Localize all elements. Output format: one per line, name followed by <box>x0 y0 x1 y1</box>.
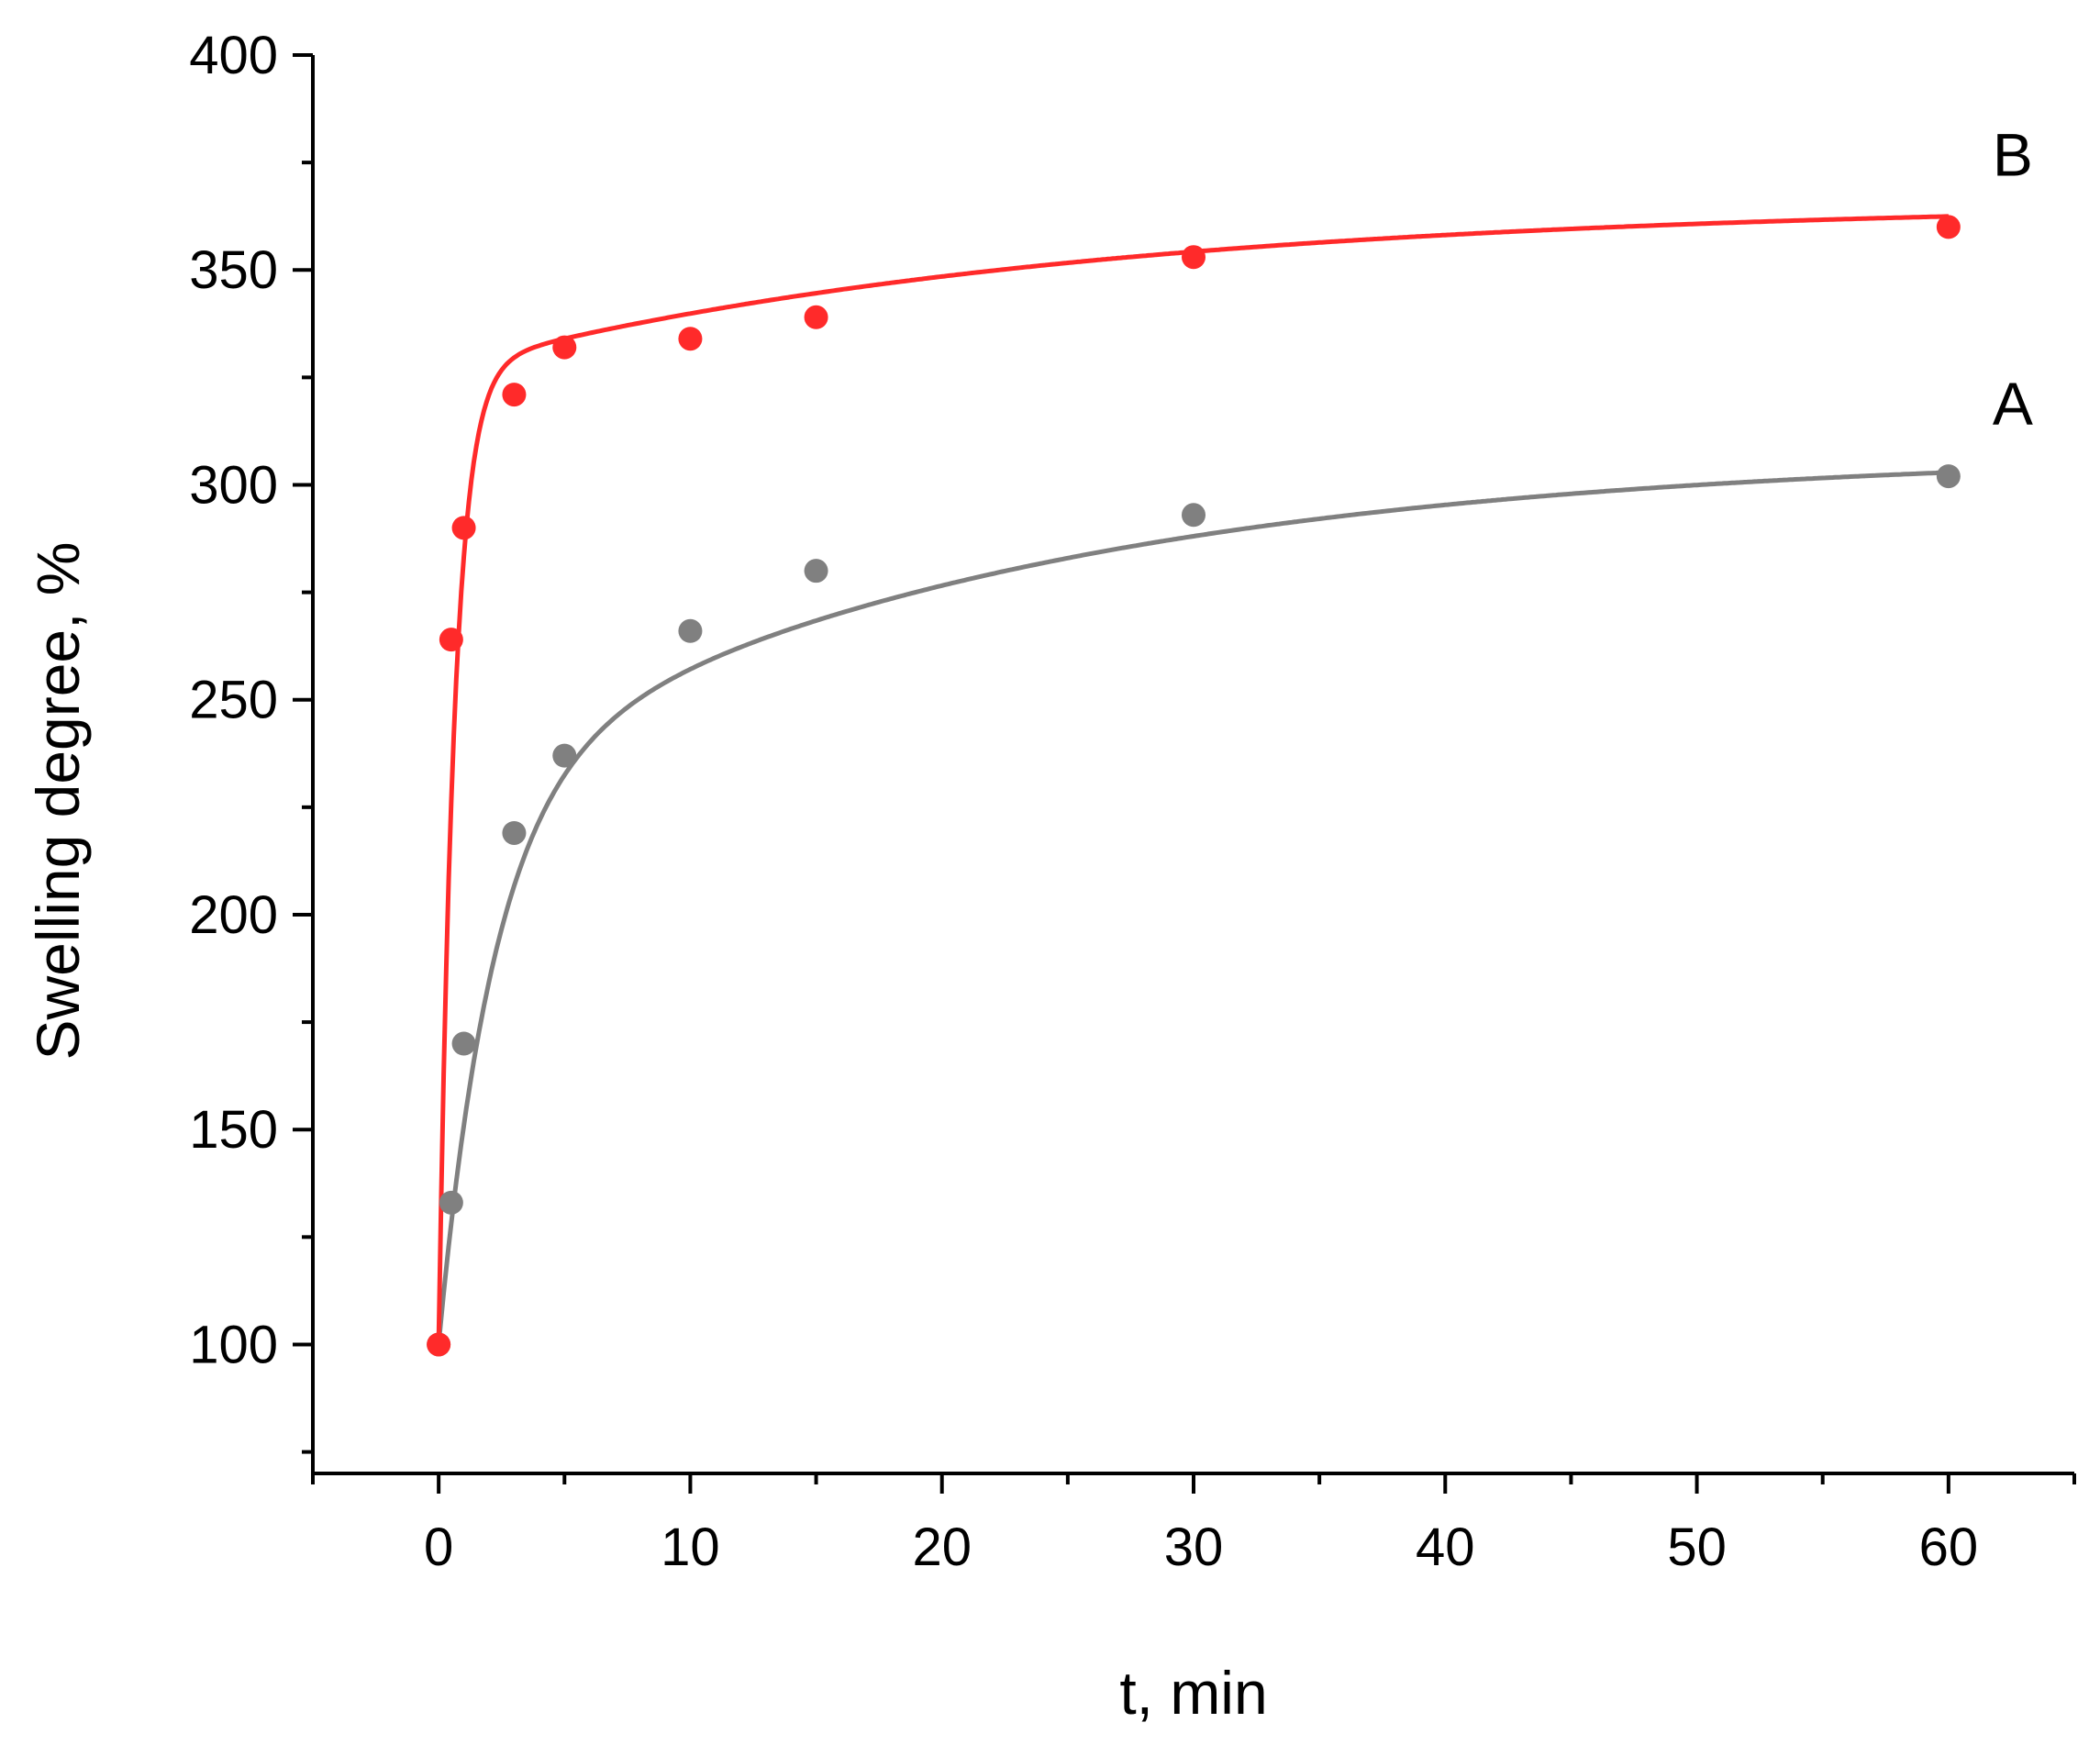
data-point-B <box>1182 245 1206 270</box>
data-points <box>427 215 1961 1357</box>
data-point-A <box>439 1190 463 1215</box>
data-point-B <box>427 1332 451 1357</box>
data-point-B <box>1936 215 1961 239</box>
y-tick-label: 200 <box>189 885 278 945</box>
data-point-A <box>804 559 828 584</box>
data-point-B <box>439 628 463 652</box>
axes: 100 150 200 250 300 350 400 0 10 20 30 40 50 60 <box>189 26 2076 1577</box>
data-point-A <box>552 743 577 768</box>
y-axis-title: Swelling degree, % <box>24 542 92 1061</box>
y-tick-label: 350 <box>189 240 278 300</box>
y-tick-label: 400 <box>189 26 278 85</box>
series-label-B: B <box>1993 120 2033 188</box>
x-axis-ticks: 0 10 20 30 40 50 60 <box>311 1473 2076 1577</box>
series-labels: AB <box>1993 120 2033 438</box>
x-tick-label: 50 <box>1667 1517 1727 1577</box>
y-tick-label: 250 <box>189 671 278 730</box>
x-tick-label: 10 <box>661 1517 720 1577</box>
data-point-B <box>804 305 828 329</box>
data-point-A <box>451 1031 476 1056</box>
x-tick-label: 40 <box>1416 1517 1475 1577</box>
data-point-B <box>451 516 476 540</box>
series-label-A: A <box>1993 370 2033 438</box>
x-axis-title: t, min <box>1119 1659 1267 1727</box>
data-point-B <box>502 383 527 407</box>
y-tick-label: 300 <box>189 455 278 515</box>
data-point-A <box>502 820 527 845</box>
data-point-A <box>678 618 703 643</box>
y-tick-label: 100 <box>189 1315 278 1374</box>
fit-curve-B <box>436 214 1949 1345</box>
fit-curve-A <box>436 470 1949 1345</box>
data-point-A <box>1936 464 1961 489</box>
x-tick-label: 20 <box>912 1517 972 1577</box>
fitted-curves <box>436 214 1949 1345</box>
y-tick-label: 150 <box>189 1100 278 1160</box>
x-tick-label: 0 <box>424 1517 453 1577</box>
y-axis-ticks: 100 150 200 250 300 350 400 <box>189 26 313 1454</box>
x-tick-label: 30 <box>1164 1517 1224 1577</box>
data-point-B <box>678 327 703 351</box>
data-point-B <box>552 335 577 360</box>
x-tick-label: 60 <box>1919 1517 1979 1577</box>
data-point-A <box>1182 503 1206 528</box>
